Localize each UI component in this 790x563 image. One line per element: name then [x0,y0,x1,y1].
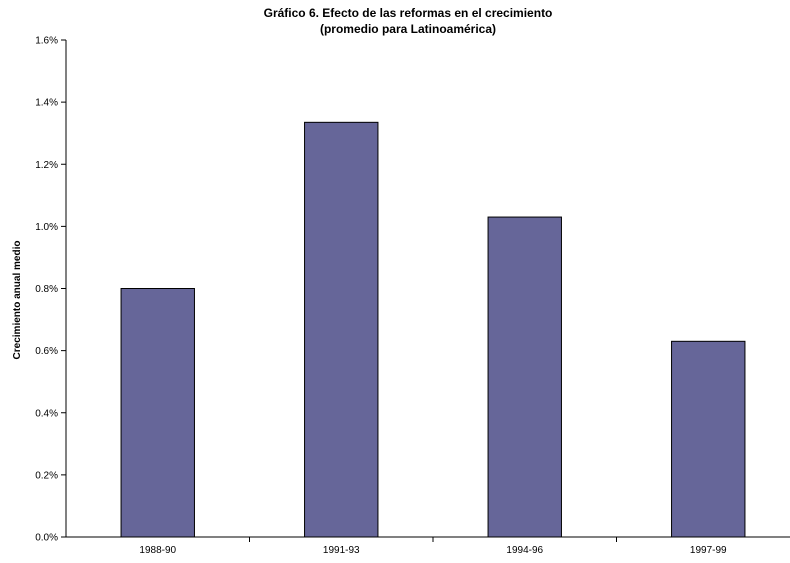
y-tick-label: 0.4% [35,408,58,419]
x-tick-label: 1997-99 [690,545,727,556]
y-tick-label: 0.6% [35,346,58,357]
y-tick-label: 0.2% [35,470,58,481]
y-tick-label: 1.0% [35,222,58,233]
y-tick-label: 1.6% [35,36,58,47]
y-tick-label: 1.4% [35,98,58,109]
chart-subtitle: (promedio para Latinoamérica) [320,22,496,36]
bar-1994-96 [487,216,562,538]
y-axis-label: Crecimiento anual medio [12,241,23,360]
x-tick-label: 1988-90 [139,545,176,556]
bar-1988-90 [120,288,195,538]
chart-title: Gráfico 6. Efecto de las reformas en el … [264,6,553,20]
y-tick-label: 0.0% [35,533,58,544]
x-tick-label: 1994-96 [506,545,543,556]
y-axis-ticks: 0.0% 0.2% 0.4% 0.6% 0.8% 1.0% 1.2% 1.4% 1.6% [35,36,66,544]
y-tick-label: 0.8% [35,284,58,295]
bars-group [120,121,746,538]
bar-1997-99 [671,340,746,538]
bar-1991-93 [304,121,379,538]
y-tick-label: 1.2% [35,160,58,171]
x-tick-label: 1991-93 [323,545,360,556]
x-axis-ticks: 1988-90 1991-93 1994-96 1997-99 [139,537,727,556]
